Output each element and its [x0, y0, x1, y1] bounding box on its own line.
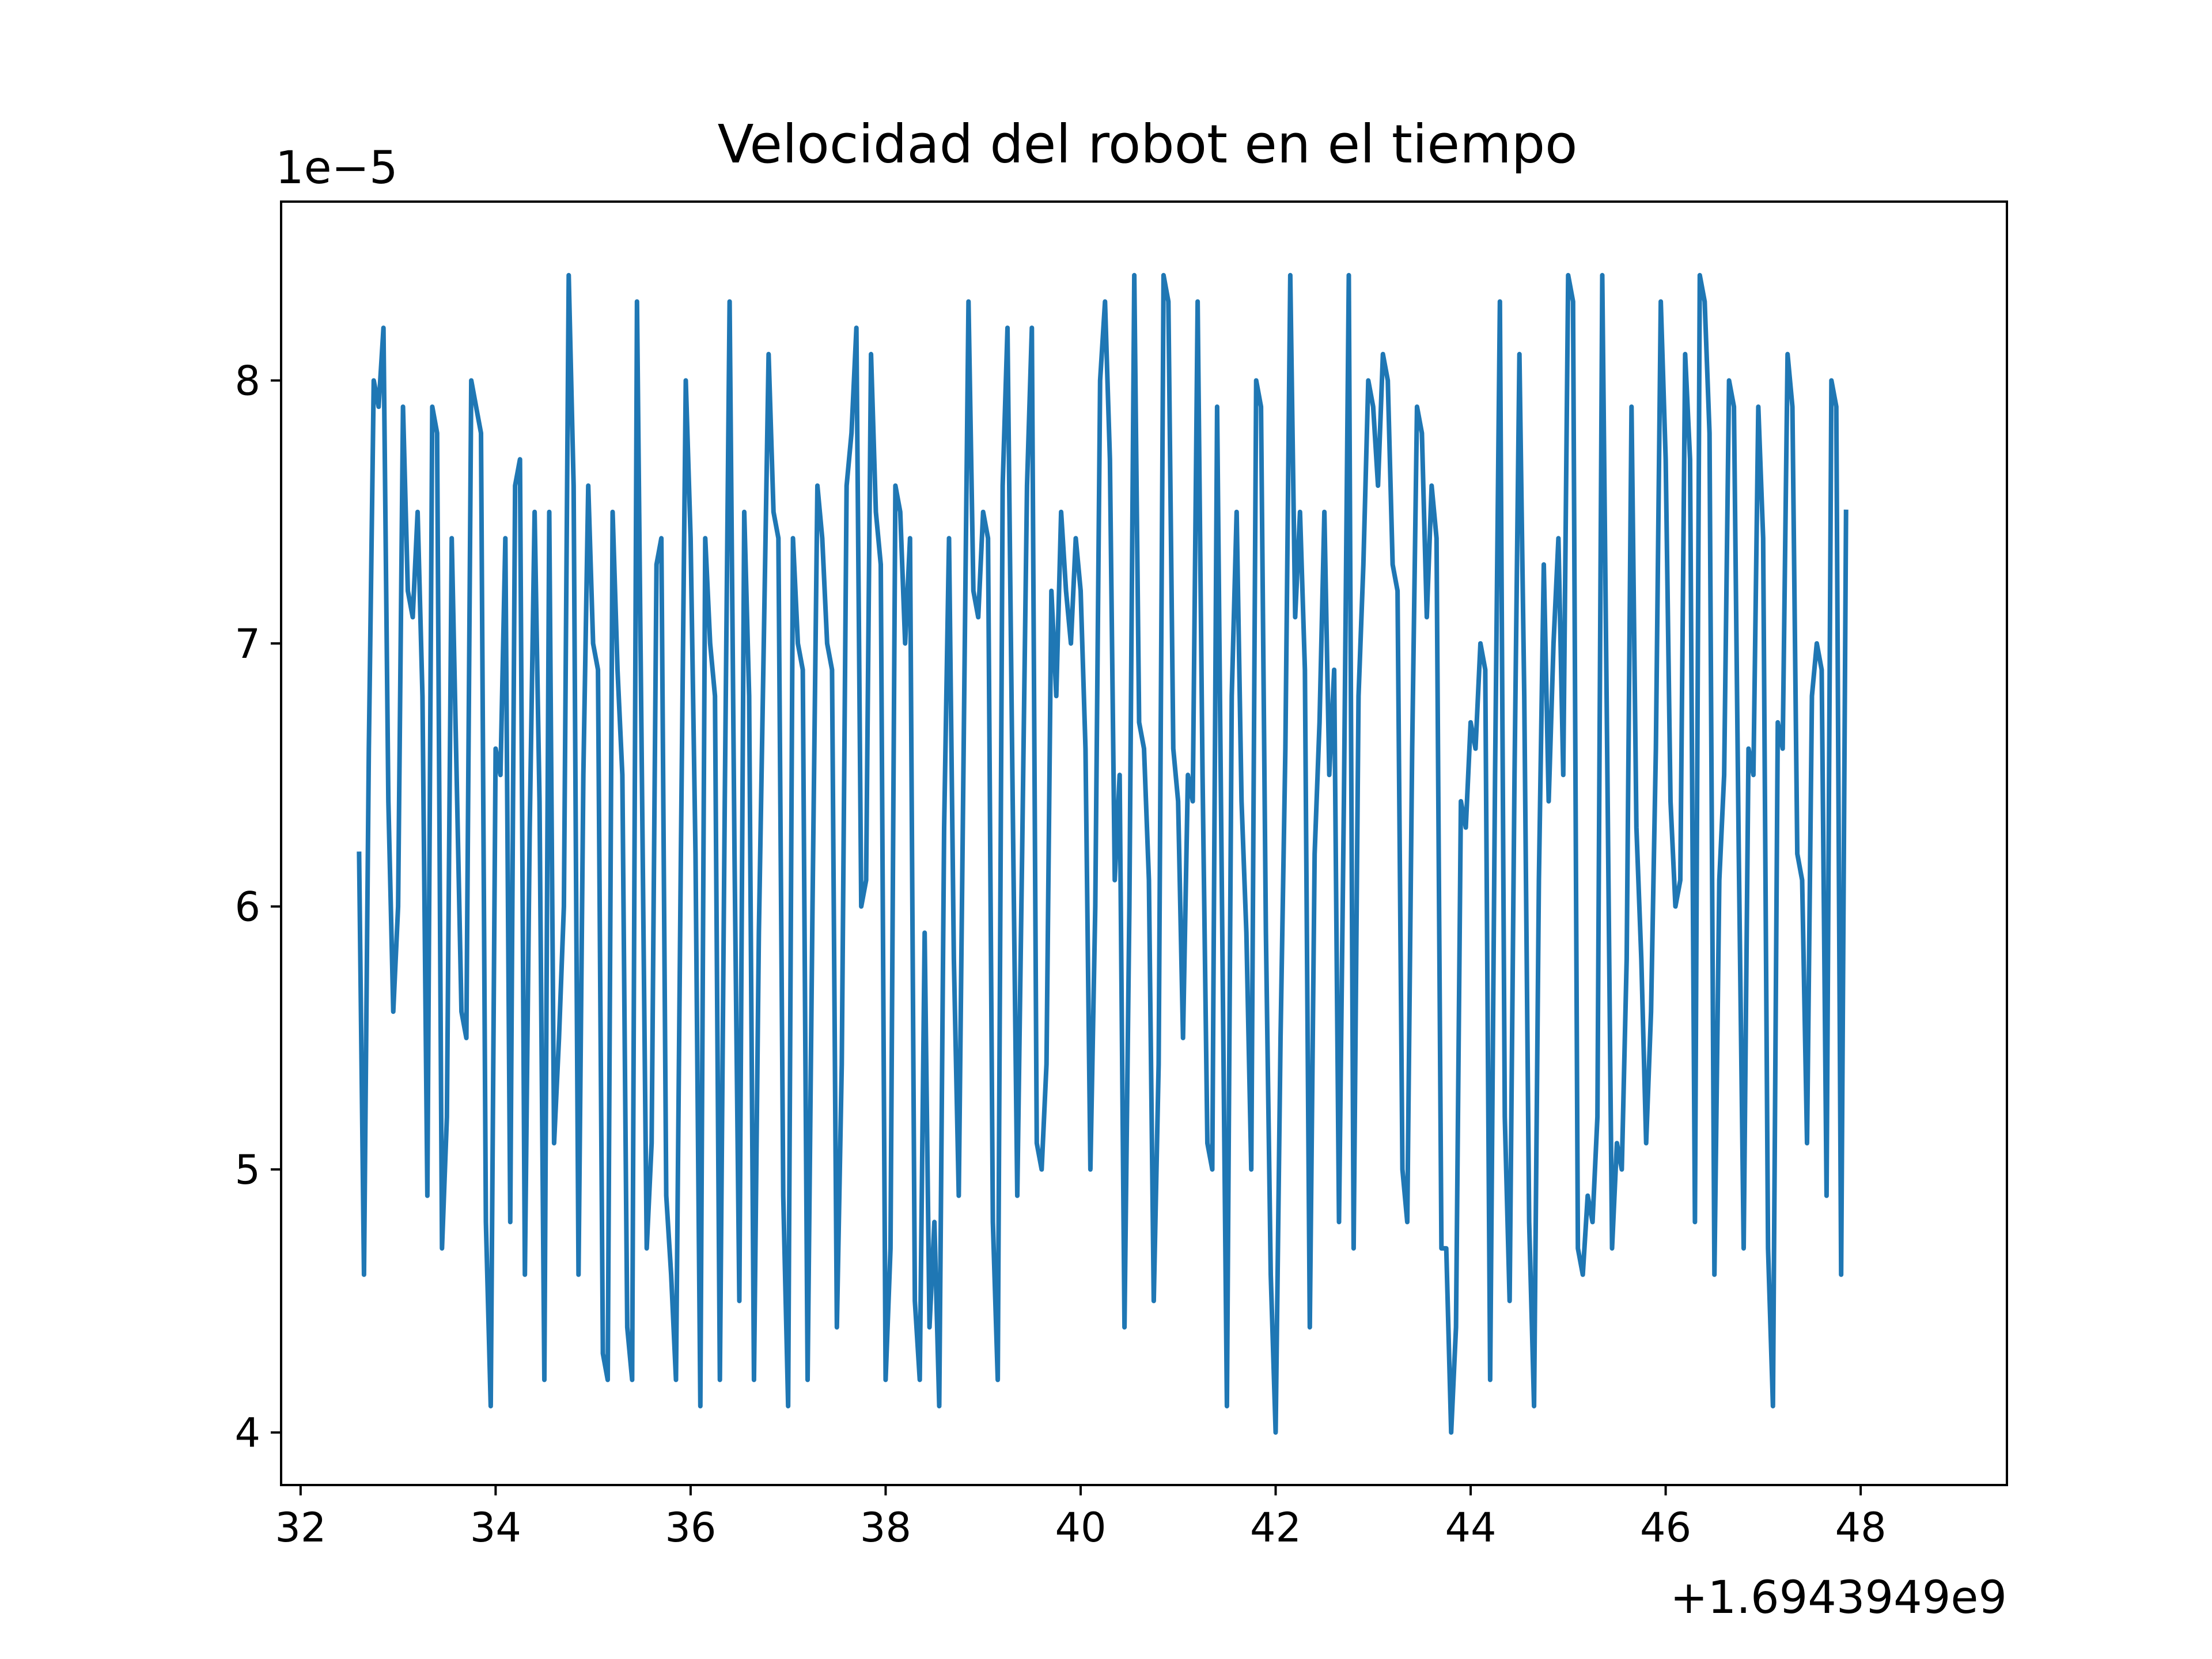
y-tick-label: 4	[234, 1410, 260, 1457]
x-tick-label: 48	[1835, 1504, 1887, 1551]
x-tick-label: 36	[665, 1504, 716, 1551]
y-tick-label: 7	[234, 620, 260, 668]
x-tick-label: 34	[470, 1504, 521, 1551]
y-tick-label: 8	[234, 357, 260, 404]
x-offset-label: +1.6943949e9	[1670, 1572, 2007, 1624]
x-axis: 32 34 36 38 40 42 44 46 48	[275, 1485, 1887, 1551]
x-tick-label: 44	[1445, 1504, 1497, 1551]
plot-frame	[280, 200, 2008, 1486]
x-tick-label: 40	[1055, 1504, 1106, 1551]
y-scale-label: 1e−5	[275, 142, 398, 194]
x-tick-label: 32	[275, 1504, 326, 1551]
y-tick-label: 5	[234, 1146, 260, 1194]
x-tick-label: 42	[1250, 1504, 1301, 1551]
y-axis: 4 5 6 7 8	[234, 357, 281, 1457]
y-tick-label: 6	[234, 884, 260, 931]
x-tick-label: 46	[1640, 1504, 1691, 1551]
chart-title: Velocidad del robot en el tiempo	[718, 113, 1578, 175]
series-line	[357, 272, 1849, 1435]
x-tick-label: 38	[860, 1504, 911, 1551]
